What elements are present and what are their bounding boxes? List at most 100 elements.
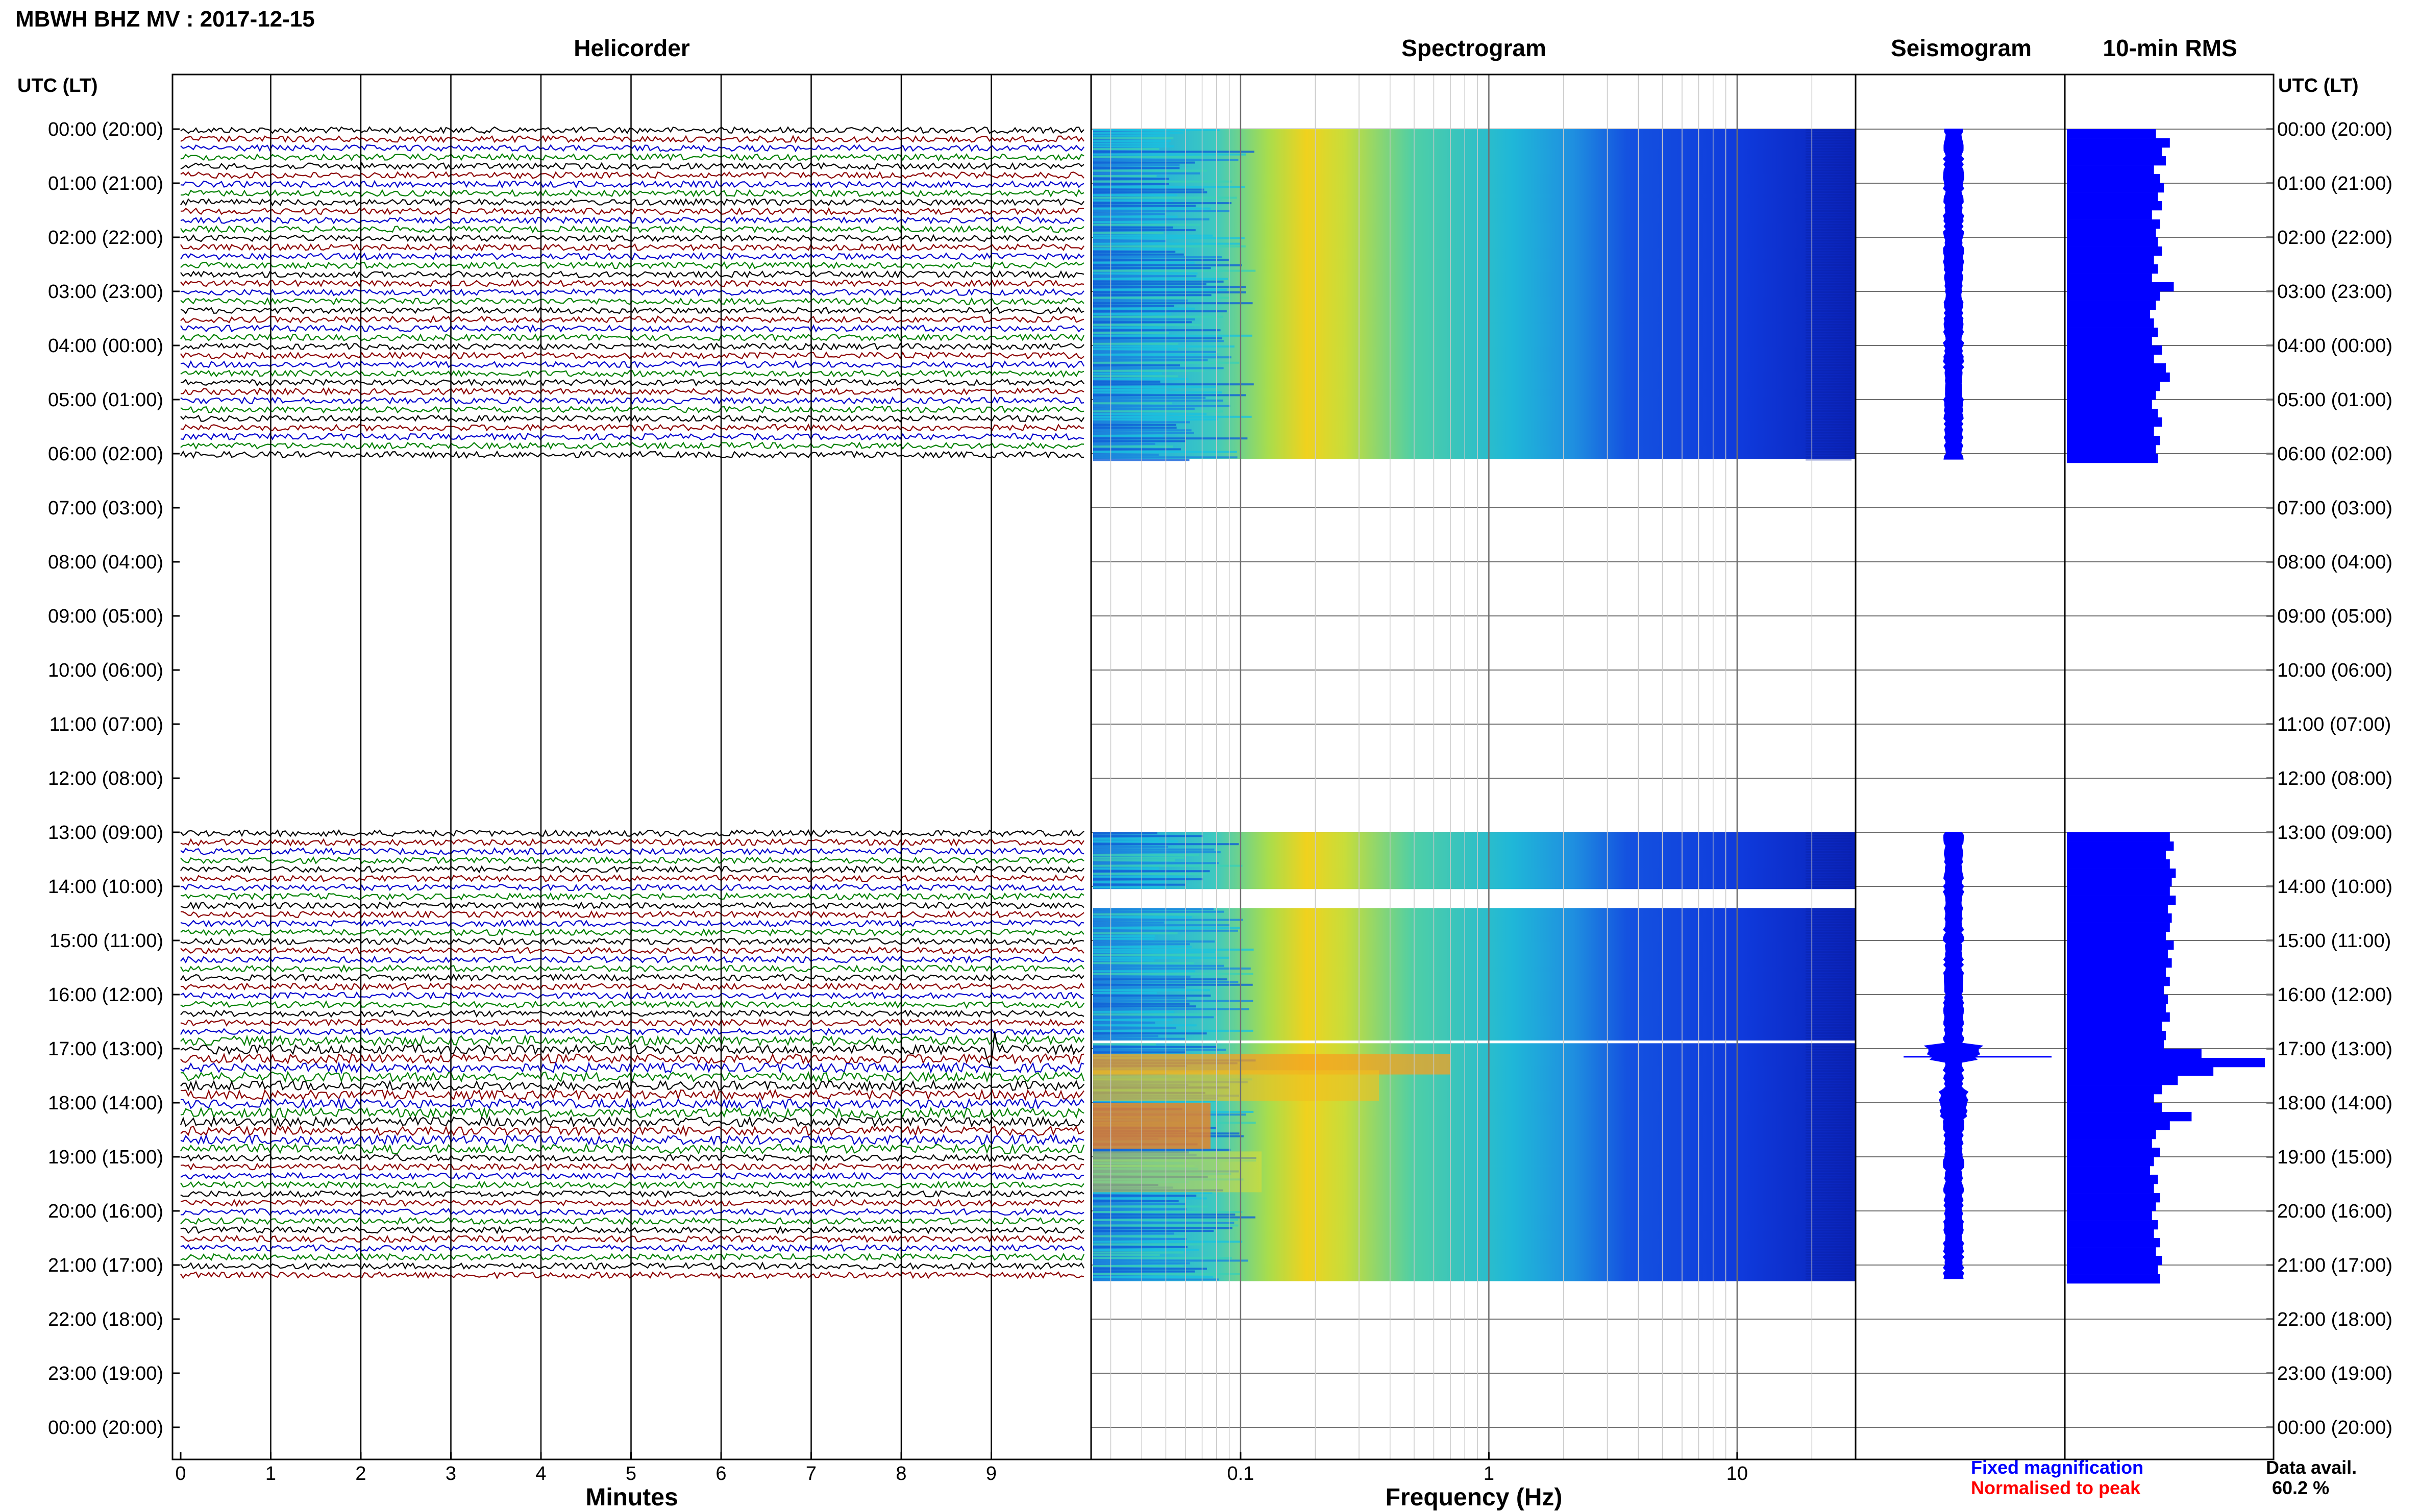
helicorder-trace	[180, 180, 1084, 189]
spectrogram-texture	[1806, 305, 1852, 307]
spectrogram-texture	[1806, 1002, 1852, 1004]
rms-bar	[2067, 417, 2162, 427]
spectrogram-texture	[1093, 229, 1196, 232]
spectrogram-texture	[1806, 321, 1852, 323]
spectrogram-texture	[1806, 1149, 1852, 1151]
helicorder-trace	[180, 297, 1084, 306]
time-tick-label: 00:00 (20:00)	[48, 119, 163, 140]
spectrogram-texture	[1806, 329, 1852, 331]
spectrogram-texture	[1093, 1051, 1186, 1054]
rms-bar	[2067, 382, 2160, 391]
spectrogram-texture	[1093, 1227, 1232, 1229]
rms-bar	[2067, 156, 2166, 166]
helicorder-trace	[180, 847, 1084, 856]
spectrogram-texture	[1806, 1265, 1852, 1267]
spectrogram-texture	[1806, 1089, 1852, 1091]
spectrogram-texture	[1093, 164, 1180, 166]
helicorder-trace	[180, 342, 1084, 351]
spectrogram-texture	[1093, 913, 1211, 915]
spectrogram-texture	[1093, 968, 1251, 970]
helicorder-trace	[180, 369, 1084, 378]
spectrogram-texture	[1093, 910, 1224, 913]
rms-bar	[2067, 869, 2176, 878]
spectrogram-texture	[1093, 908, 1214, 910]
spectrogram-texture	[1806, 373, 1852, 374]
spectrogram-event	[1093, 1070, 1379, 1101]
spectrogram-texture	[1806, 1019, 1852, 1021]
spectrogram-texture	[1806, 1086, 1852, 1088]
time-tick-label: 21:00 (17:00)	[2277, 1255, 2392, 1276]
spectrogram-texture	[1093, 237, 1245, 239]
spectrogram-texture	[1806, 851, 1852, 853]
rms-bar	[2067, 264, 2158, 274]
seismogram-envelope	[1904, 129, 2052, 1279]
spectrogram-texture	[1093, 1008, 1249, 1010]
spectrogram-texture	[1806, 1184, 1852, 1185]
spectrogram-texture	[1093, 194, 1177, 196]
spectrogram-texture	[1093, 256, 1222, 259]
legend-normalised-to-peak: Normalised to peak	[1971, 1477, 2141, 1498]
time-tick-label: 09:00 (05:00)	[2277, 606, 2392, 627]
spectrogram-texture	[1806, 921, 1852, 923]
time-tick-label: 00:00 (20:00)	[2277, 1417, 2392, 1439]
time-tick-label: 01:00 (21:00)	[2277, 173, 2392, 194]
helicorder-trace	[180, 126, 1084, 135]
x-axis-ticks: 0 1 2 3 4 5 6 7 8 9 0.1 1 10	[175, 1452, 1748, 1484]
spectrogram-texture	[1093, 156, 1202, 158]
spectrogram-texture	[1093, 221, 1165, 224]
helicorder-trace	[180, 1217, 1084, 1225]
rms-bar	[2067, 201, 2162, 211]
spectrogram-texture	[1093, 1024, 1197, 1027]
spectrogram-texture	[1806, 180, 1852, 182]
spectrogram-texture	[1093, 313, 1171, 315]
spectrogram-texture	[1093, 207, 1211, 210]
helicorder-trace	[180, 910, 1084, 919]
helicorder-trace	[180, 856, 1084, 864]
time-tick-label: 00:00 (20:00)	[48, 1417, 163, 1439]
spectrogram-texture	[1806, 380, 1852, 382]
spectrogram-texture	[1806, 278, 1852, 280]
spectrogram-texture	[1806, 1151, 1852, 1153]
spectrogram-texture	[1806, 356, 1852, 358]
spectrogram-texture	[1806, 1192, 1852, 1194]
spectrogram-texture	[1806, 951, 1852, 953]
spectrogram-texture	[1806, 1224, 1852, 1226]
rms-bar	[2067, 336, 2152, 346]
rms-bar	[2067, 291, 2160, 301]
helicorder-trace	[180, 441, 1084, 450]
rms-bar	[2067, 1004, 2166, 1013]
spectrogram-texture	[1806, 429, 1852, 431]
time-tick-label: 08:00 (04:00)	[48, 552, 163, 573]
rms-bar	[2067, 940, 2174, 950]
spectrogram-texture	[1093, 1251, 1184, 1254]
helicorder-trace	[180, 144, 1084, 153]
helicorder-trace	[180, 1189, 1084, 1198]
spectrogram-texture	[1806, 407, 1852, 409]
spectrogram-texture	[1093, 924, 1230, 927]
spectrogram-texture	[1806, 1178, 1852, 1180]
spectrogram-texture	[1806, 843, 1852, 845]
spectrogram-texture	[1806, 1010, 1852, 1012]
spectrogram-texture	[1806, 1203, 1852, 1205]
spectrogram-texture	[1806, 1162, 1852, 1164]
spectrogram-texture	[1806, 434, 1852, 436]
rms-header: 10-min RMS	[2103, 35, 2237, 61]
spectrogram-texture	[1093, 353, 1218, 356]
spectrogram-texture	[1806, 240, 1852, 242]
spectrogram-texture	[1806, 383, 1852, 385]
spectrogram-texture	[1806, 1119, 1852, 1121]
spectrogram-texture	[1806, 867, 1852, 869]
spectrogram-texture	[1093, 275, 1197, 278]
spectrogram-texture	[1093, 870, 1210, 873]
rms-bar	[2067, 1157, 2154, 1167]
legend-fixed-magnification: Fixed magnification	[1971, 1457, 2143, 1478]
time-tick-label: 19:00 (15:00)	[2277, 1147, 2392, 1168]
spectrogram-texture	[1806, 983, 1852, 985]
spectrogram-texture	[1093, 437, 1248, 440]
spectrogram-texture	[1093, 402, 1172, 405]
spectrogram-texture	[1093, 1243, 1205, 1246]
spectrogram-texture	[1806, 454, 1852, 455]
rms-bar	[2067, 1112, 2192, 1122]
time-tick-label: 13:00 (09:00)	[2277, 822, 2392, 844]
spectrogram-texture	[1806, 194, 1852, 196]
